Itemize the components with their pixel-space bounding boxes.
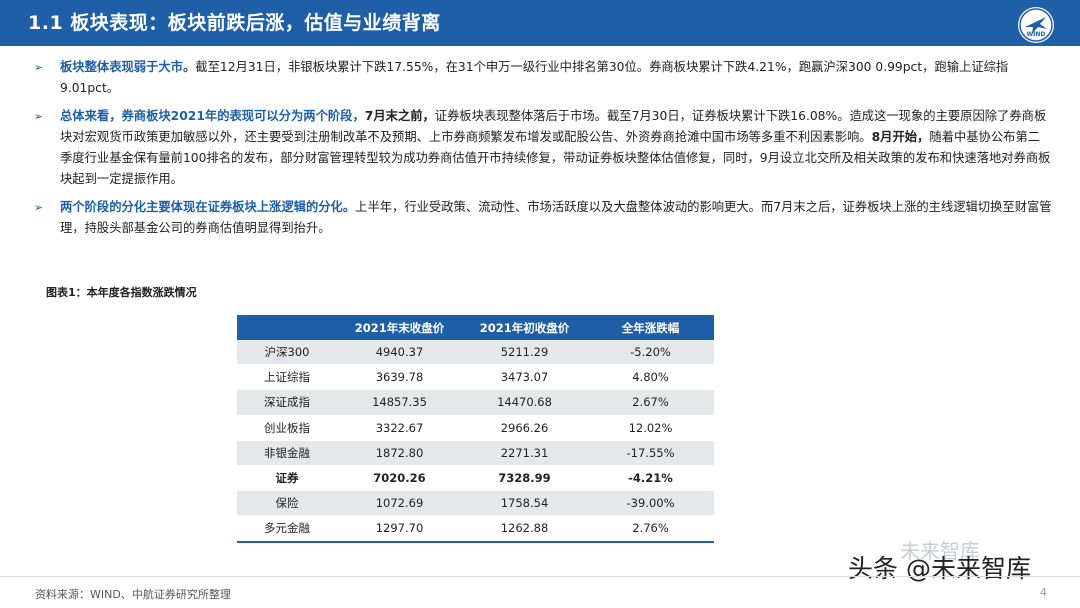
- table-cell: 3322.67: [337, 415, 462, 441]
- table-cell: -5.20%: [587, 340, 714, 366]
- bullet-bold-phrase: 7月末之前，: [364, 109, 435, 123]
- footer-divider: [0, 576, 1080, 577]
- table-cell: 14470.68: [462, 389, 587, 416]
- table-cell: 2271.31: [462, 440, 587, 466]
- source-note: 资料来源：WIND、中航证券研究所整理: [35, 588, 231, 601]
- table-row: 创业板指 3322.67 2966.26 12.02%: [237, 415, 714, 441]
- bullet-arrow-icon: ➢: [34, 110, 44, 123]
- table-row: 非银金融 1872.80 2271.31 -17.55%: [237, 440, 714, 466]
- bullet-bold-phrase: 8月开始，: [871, 130, 930, 144]
- table-row: 保险 1072.69 1758.54 -39.00%: [237, 490, 714, 517]
- table-header-cell: [237, 315, 337, 340]
- table-cell: 1072.69: [337, 490, 462, 517]
- table-cell: 证券: [237, 465, 337, 492]
- table-cell: 4940.37: [337, 340, 462, 366]
- slide-header: 1.1 板块表现：板块前跌后涨，估值与业绩背离 WIND: [0, 0, 1080, 46]
- bullet-list: ➢ 板块整体表现弱于大市。截至12月31日，非银板块累计下跌17.55%，在31…: [32, 57, 1052, 246]
- bullet-text: 上半年，行业受政策、流动性、市场活跃度以及大盘整体波动的影响更大。而7月末之后，…: [60, 200, 1052, 235]
- table-cell: 多元金融: [237, 515, 337, 543]
- table-cell: 2966.26: [462, 415, 587, 441]
- table-cell: 7020.26: [337, 465, 462, 492]
- bullet-text: 证券板块表现整体落后于市场。截至7月30日，证券板块累计下跌16.08%。造成这…: [60, 109, 1047, 144]
- bullet-item-1: ➢ 板块整体表现弱于大市。截至12月31日，非银板块累计下跌17.55%，在31…: [32, 57, 1052, 99]
- page-number: 4: [1040, 586, 1047, 599]
- table-caption: 图表1：本年度各指数涨跌情况: [46, 286, 197, 299]
- bullet-item-2: ➢ 总体来看，券商板块2021年的表现可以分为两个阶段，7月末之前，证券板块表现…: [32, 106, 1052, 190]
- table-row: 上证综指 3639.78 3473.07 4.80%: [237, 364, 714, 391]
- airplane-logo-icon: [1019, 8, 1053, 42]
- watermark: 头条 @未来智库: [848, 554, 1031, 583]
- table-cell: 7328.99: [462, 465, 587, 492]
- table-cell: 创业板指: [237, 415, 337, 441]
- table-row: 沪深300 4940.37 5211.29 -5.20%: [237, 340, 714, 366]
- table-cell: 1758.54: [462, 490, 587, 517]
- bullet-arrow-icon: ➢: [34, 201, 44, 214]
- table-cell: -4.21%: [587, 465, 714, 492]
- bullet-lead: 板块整体表现弱于大市。: [60, 60, 196, 74]
- table-cell: 4.80%: [587, 364, 714, 391]
- table-row: 多元金融 1297.70 1262.88 2.76%: [237, 515, 714, 543]
- index-performance-table: 2021年末收盘价 2021年初收盘价 全年涨跌幅 沪深300 4940.37 …: [237, 315, 714, 543]
- slide-title: 1.1 板块表现：板块前跌后涨，估值与业绩背离: [28, 12, 441, 34]
- table-header-cell: 全年涨跌幅: [587, 315, 714, 340]
- table-cell: 1262.88: [462, 515, 587, 543]
- table-cell: -39.00%: [587, 490, 714, 517]
- table-cell: 5211.29: [462, 340, 587, 366]
- table-cell: 上证综指: [237, 364, 337, 391]
- bullet-arrow-icon: ➢: [34, 61, 44, 74]
- logo-text: WIND: [1026, 31, 1046, 38]
- table-cell: 非银金融: [237, 440, 337, 466]
- table-cell: 2.67%: [587, 389, 714, 416]
- table-cell: 3639.78: [337, 364, 462, 391]
- table-cell: 3473.07: [462, 364, 587, 391]
- table-cell: -17.55%: [587, 440, 714, 466]
- table-cell: 12.02%: [587, 415, 714, 441]
- table-header-row: 2021年末收盘价 2021年初收盘价 全年涨跌幅: [237, 315, 714, 340]
- table-row-highlight: 证券 7020.26 7328.99 -4.21%: [237, 465, 714, 492]
- bullet-lead: 总体来看，券商板块2021年的表现可以分为两个阶段，: [60, 109, 365, 123]
- table-header-cell: 2021年初收盘价: [462, 315, 587, 340]
- table-cell: 2.76%: [587, 515, 714, 543]
- watermark-faint: 未来智库: [900, 539, 980, 563]
- table-cell: 1872.80: [337, 440, 462, 466]
- table-cell: 14857.35: [337, 389, 462, 416]
- bullet-lead: 两个阶段的分化主要体现在证券板块上涨逻辑的分化。: [60, 200, 356, 214]
- bullet-text: 随着中基协公布第二季度行业基金保有量前100排名的发布，部分财富管理转型较为成功…: [60, 130, 1051, 186]
- table-header-cell: 2021年末收盘价: [337, 315, 462, 340]
- bullet-item-3: ➢ 两个阶段的分化主要体现在证券板块上涨逻辑的分化。上半年，行业受政策、流动性、…: [32, 197, 1052, 239]
- company-logo: WIND: [1018, 7, 1054, 43]
- table-cell: 1297.70: [337, 515, 462, 543]
- table-row: 深证成指 14857.35 14470.68 2.67%: [237, 389, 714, 416]
- table-cell: 沪深300: [237, 340, 337, 366]
- bullet-text: 截至12月31日，非银板块累计下跌17.55%，在31个申万一级行业中排名第30…: [60, 60, 1009, 95]
- table-cell: 深证成指: [237, 389, 337, 416]
- table-cell: 保险: [237, 490, 337, 517]
